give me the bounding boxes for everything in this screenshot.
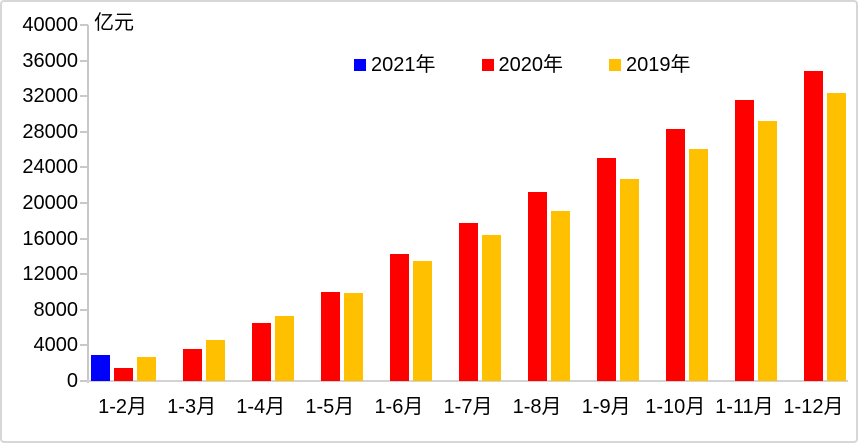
legend-item-2019年: 2019年 <box>609 54 691 76</box>
bar-2020年-1-10月 <box>666 129 686 381</box>
x-axis-category-label: 1-10月 <box>645 396 706 418</box>
x-axis-category-label: 1-6月 <box>374 396 424 418</box>
bar-2019年-1-4月 <box>274 316 294 381</box>
x-axis-category-label: 1-5月 <box>305 396 355 418</box>
bar-2020年-1-2月 <box>113 367 133 381</box>
bar-2019年-1-3月 <box>205 340 225 381</box>
x-axis-category-label: 1-12月 <box>783 396 844 418</box>
y-axis-tick-label: 24000 <box>22 156 78 179</box>
legend-item-2021年: 2021年 <box>354 54 436 76</box>
x-axis-line <box>87 380 848 382</box>
bar-2019年-1-10月 <box>689 148 709 381</box>
y-axis-tick-label: 28000 <box>22 120 78 143</box>
bar-2019年-1-2月 <box>136 357 156 381</box>
bar-2020年-1-12月 <box>804 71 824 381</box>
y-axis-tick <box>80 202 88 204</box>
y-axis-tick-label: 4000 <box>33 334 79 357</box>
y-axis-tick <box>80 308 88 311</box>
bar-2019年-1-11月 <box>758 121 778 381</box>
bar-2020年-1-6月 <box>389 253 409 381</box>
legend-swatch-icon <box>609 59 621 71</box>
y-axis-tick <box>80 130 88 133</box>
y-axis-tick <box>80 380 88 382</box>
x-axis-category-label: 1-11月 <box>715 396 774 418</box>
chart-legend: 2021年 2020年 2019年 <box>354 54 691 76</box>
legend-label: 2019年 <box>626 54 691 76</box>
y-axis-tick <box>80 59 88 62</box>
x-axis-category-label: 1-7月 <box>443 396 493 418</box>
bar-2019年-1-5月 <box>343 292 363 381</box>
legend-label: 2020年 <box>498 54 564 76</box>
legend-item-2020年: 2020年 <box>481 54 564 76</box>
y-axis-tick <box>80 166 88 169</box>
bar-2020年-1-8月 <box>528 192 548 381</box>
bar-2020年-1-4月 <box>251 323 271 381</box>
y-axis-tick <box>80 273 88 276</box>
y-axis-line <box>87 25 89 383</box>
y-axis-tick-label: 32000 <box>22 85 78 108</box>
bar-2019年-1-7月 <box>481 235 501 381</box>
bar-2020年-1-3月 <box>182 348 202 381</box>
x-axis-category-label: 1-8月 <box>512 396 562 418</box>
y-axis-tick-label: 36000 <box>22 49 78 72</box>
legend-label: 2021年 <box>371 54 436 76</box>
x-axis-category-label: 1-9月 <box>581 396 631 418</box>
x-axis-category-label: 1-4月 <box>236 396 286 418</box>
bar-2020年-1-7月 <box>458 222 478 381</box>
y-axis-tick <box>80 95 88 98</box>
legend-swatch-icon <box>354 59 366 71</box>
y-axis-tick <box>80 344 88 347</box>
bar-2019年-1-9月 <box>620 178 640 381</box>
bar-2020年-1-5月 <box>320 292 340 381</box>
bar-2020年-1-11月 <box>735 99 755 381</box>
bar-2020年-1-9月 <box>597 157 617 381</box>
legend-swatch-icon <box>481 59 494 71</box>
bar-2021年-1-2月 <box>90 355 110 381</box>
y-axis-tick <box>80 24 88 26</box>
bar-2019年-1-6月 <box>412 260 432 381</box>
y-axis-tick-label: 0 <box>66 370 78 392</box>
bar-2019年-1-12月 <box>827 92 847 381</box>
x-axis-category-label: 1-2月 <box>98 396 147 418</box>
y-axis-tick-label: 20000 <box>22 192 78 214</box>
bar-2019年-1-8月 <box>551 211 571 381</box>
y-axis-tick <box>80 237 88 240</box>
y-axis-tick-label: 12000 <box>22 263 78 286</box>
y-axis-unit-label: 亿元 <box>94 12 134 34</box>
y-axis-tick-label: 8000 <box>33 298 79 321</box>
y-axis-tick-label: 40000 <box>22 14 78 36</box>
x-axis-category-label: 1-3月 <box>167 396 217 418</box>
y-axis-tick-label: 16000 <box>22 227 78 250</box>
